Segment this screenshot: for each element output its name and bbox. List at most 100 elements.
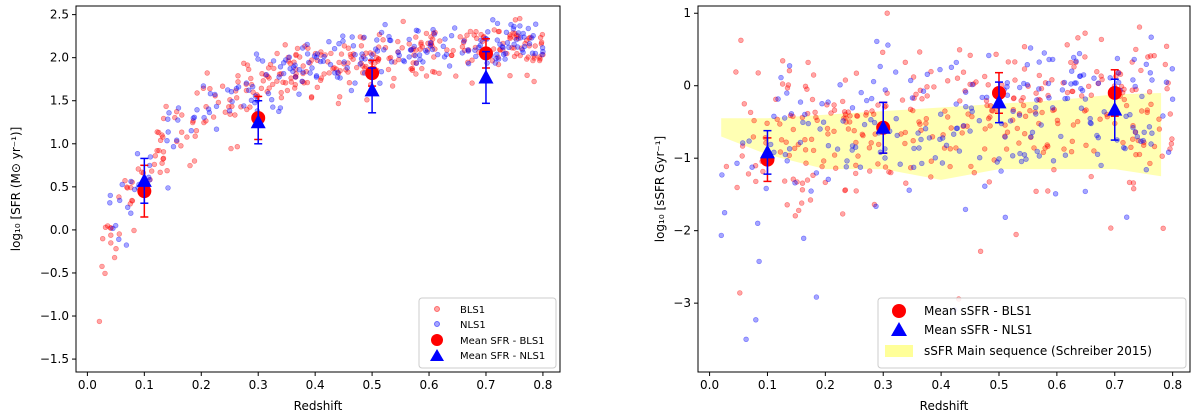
nls1-point (340, 38, 346, 44)
bls1-point (787, 112, 794, 119)
bls1-point (419, 65, 425, 72)
bls1-point (944, 114, 951, 120)
bls1-point (888, 169, 894, 176)
bls1-point (341, 61, 347, 67)
bls1-point (942, 108, 948, 114)
bls1-point (350, 56, 356, 62)
y-tick-label: 1 (683, 6, 691, 20)
bls1-point (947, 163, 953, 170)
nls1-point (465, 48, 471, 54)
bls1-point (395, 38, 401, 45)
bls1-point (154, 129, 160, 135)
nls1-point (381, 47, 387, 53)
nls1-point (296, 66, 302, 73)
bls1-point (203, 103, 209, 110)
nls1-point (344, 65, 350, 71)
nls1-point (321, 53, 327, 60)
bls1-point (496, 28, 502, 35)
nls1-point (792, 180, 798, 186)
sfr-legend-box (418, 297, 557, 369)
bls1-point (374, 55, 380, 61)
bls1-point (264, 88, 270, 95)
ssfr-legend-box (877, 297, 1187, 369)
bls1-point (500, 47, 506, 53)
nls1-point (1016, 112, 1023, 118)
nls1-point (270, 58, 277, 64)
bls1-point (1002, 122, 1008, 128)
nls1-point (906, 187, 912, 193)
nls1-point (348, 87, 355, 94)
nls1-point (892, 69, 899, 75)
nls1-point (276, 74, 282, 80)
nls1-point (849, 147, 855, 153)
nls1-point (893, 115, 899, 122)
bls1-point (902, 140, 908, 147)
bls1-point (1027, 107, 1033, 114)
bls1-point (111, 254, 118, 261)
bls1-point (190, 119, 196, 126)
nls1-point (283, 57, 289, 63)
nls1-point (307, 70, 313, 76)
bls1-point (832, 165, 839, 171)
nls1-point (782, 151, 788, 158)
bls1-point (898, 131, 904, 137)
bls1-point (1151, 52, 1157, 59)
bls1-point (802, 137, 808, 143)
nls1-point (263, 71, 269, 78)
bls1-point (1156, 116, 1162, 122)
bls1-point (1169, 136, 1175, 142)
x-tick-label: 0.1 (135, 378, 154, 392)
nls1-point (313, 73, 320, 79)
nls1-point (350, 43, 357, 49)
nls1-point (358, 56, 365, 62)
bls1-point (282, 80, 289, 86)
bls1-point (795, 141, 801, 148)
bls1-point (291, 59, 297, 65)
bls1-point (1116, 69, 1122, 76)
bls1-point (875, 161, 881, 167)
nls1-point (349, 34, 355, 40)
bls1-point (791, 145, 798, 152)
bls1-point (227, 97, 233, 103)
bls1-point (831, 128, 837, 135)
bls1-point (1130, 122, 1136, 129)
bls1-point (157, 169, 163, 176)
nls1-point (746, 138, 752, 144)
bls1-point (337, 94, 343, 100)
bls1-point (784, 85, 791, 91)
nls1-point (382, 21, 388, 28)
nls1-point (241, 103, 247, 109)
nls1-point (1078, 105, 1085, 111)
nls1-point (511, 23, 517, 30)
bls1-point (1002, 133, 1008, 139)
nls1-point (373, 46, 379, 52)
nls1-point (1087, 120, 1094, 126)
bls1-point (357, 34, 363, 40)
nls1-point (337, 75, 343, 81)
bls1-point (386, 55, 392, 62)
bls1-point (824, 125, 831, 132)
bls1-point (1050, 107, 1056, 114)
nls1-point (786, 146, 793, 152)
nls1-point (852, 144, 859, 150)
nls1-point (116, 197, 123, 204)
nls1-point (1009, 153, 1016, 159)
bls1-point (104, 223, 111, 229)
bls1-point (1033, 90, 1039, 96)
bls1-point (335, 100, 342, 107)
bls1-point (902, 129, 908, 136)
nls1-point (817, 126, 823, 132)
bls1-point (1091, 148, 1097, 154)
nls1-point (520, 49, 526, 56)
nls1-point (1094, 132, 1100, 139)
mean-nls1-marker (991, 94, 1007, 109)
bls1-point (360, 70, 366, 76)
bls1-point (1128, 144, 1134, 151)
nls1-point (269, 96, 275, 103)
nls1-point (918, 136, 924, 143)
bls1-point (1163, 43, 1170, 49)
bls1-point (1099, 76, 1105, 83)
bls1-point (131, 227, 137, 234)
nls1-point (1034, 97, 1040, 103)
bls1-point (786, 67, 793, 74)
